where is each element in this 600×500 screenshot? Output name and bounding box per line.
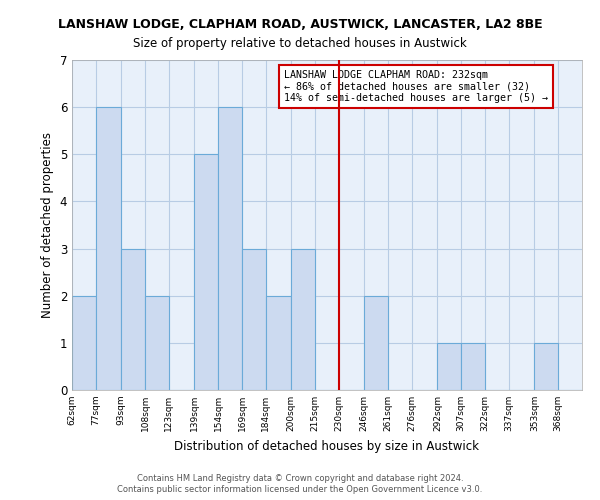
Y-axis label: Number of detached properties: Number of detached properties [41,132,54,318]
Bar [291,248,315,390]
X-axis label: Distribution of detached houses by size in Austwick: Distribution of detached houses by size … [175,440,479,452]
Text: Contains HM Land Registry data © Crown copyright and database right 2024.: Contains HM Land Registry data © Crown c… [137,474,463,483]
Bar [121,248,145,390]
Bar [437,343,461,390]
Bar [72,296,96,390]
Bar [266,296,291,390]
Bar [194,154,218,390]
Text: Contains public sector information licensed under the Open Government Licence v3: Contains public sector information licen… [118,485,482,494]
Bar [535,343,558,390]
Bar [145,296,169,390]
Bar [96,107,121,390]
Text: LANSHAW LODGE, CLAPHAM ROAD, AUSTWICK, LANCASTER, LA2 8BE: LANSHAW LODGE, CLAPHAM ROAD, AUSTWICK, L… [58,18,542,30]
Bar [364,296,388,390]
Text: Size of property relative to detached houses in Austwick: Size of property relative to detached ho… [133,38,467,51]
Text: LANSHAW LODGE CLAPHAM ROAD: 232sqm
← 86% of detached houses are smaller (32)
14%: LANSHAW LODGE CLAPHAM ROAD: 232sqm ← 86%… [284,70,548,103]
Bar [461,343,485,390]
Bar [242,248,266,390]
Bar [218,107,242,390]
